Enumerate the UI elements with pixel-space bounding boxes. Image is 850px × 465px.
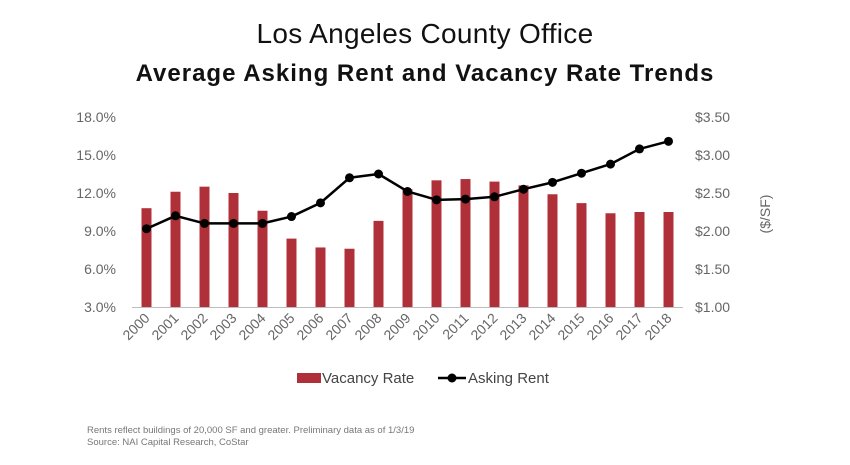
vacancy-bar-2017 [634,212,645,307]
asking-rent-point-2002 [200,218,209,228]
x-tick-label-2009: 2009 [380,310,413,343]
asking-rent-point-2018 [664,136,673,146]
vacancy-bar-2009 [402,189,413,307]
asking-rent-point-2014 [548,177,557,187]
vacancy-bar-2004 [257,210,268,307]
vacancy-bar-2008 [373,220,384,307]
right-tick-label: $1.50 [695,261,730,277]
footnote-rents: Rents reflect buildings of 20,000 SF and… [87,425,415,436]
legend-label-vacancy: Vacancy Rate [322,370,414,387]
left-tick-label: 6.0% [84,261,116,277]
chart-title: Los Angeles County Office [256,18,594,49]
asking-rent-point-2015 [577,168,586,178]
left-tick-label: 18.0% [76,109,116,125]
legend-swatch-vacancy [297,373,321,383]
bars-group [141,179,674,307]
asking-rent-point-2004 [258,218,267,228]
left-tick-label: 3.0% [84,299,116,315]
vacancy-bar-2016 [605,213,616,307]
vacancy-bar-2014 [547,194,558,307]
x-tick-label-2013: 2013 [496,310,529,343]
asking-rent-point-2001 [171,211,180,221]
x-tick-label-2004: 2004 [235,310,268,343]
left-tick-label: 12.0% [76,185,116,201]
right-tick-label: $2.50 [695,185,730,201]
left-tick-label: 15.0% [76,147,116,163]
asking-rent-point-2012 [490,192,499,202]
x-tick-label-2006: 2006 [293,310,326,343]
x-tick-label-2011: 2011 [439,310,472,343]
chart-subtitle: Average Asking Rent and Vacancy Rate Tre… [135,60,715,87]
legend-swatch-rent-dot [447,373,457,383]
x-tick-label-2015: 2015 [554,310,587,343]
asking-rent-point-2006 [316,198,325,208]
x-tick-label-2014: 2014 [525,310,558,343]
vacancy-bar-2010 [431,180,442,307]
legend: Vacancy Rate Asking Rent [297,370,550,387]
x-tick-label-2007: 2007 [322,310,355,343]
x-tick-label-2016: 2016 [583,310,616,343]
vacancy-bar-2015 [576,203,587,307]
asking-rent-point-2011 [461,194,470,204]
asking-rent-point-2016 [606,159,615,169]
x-tick-label-2003: 2003 [206,310,239,343]
vacancy-bar-2018 [663,212,674,307]
asking-rent-point-2003 [229,218,238,228]
left-tick-label: 9.0% [84,223,116,239]
vacancy-bar-2002 [199,186,210,307]
asking-rent-point-2000 [142,224,151,234]
x-tick-label-2005: 2005 [264,310,297,343]
vacancy-bar-2007 [344,248,355,307]
x-tick-label-2018: 2018 [641,310,674,343]
asking-rent-point-2008 [374,169,383,179]
vacancy-bar-2000 [141,208,152,307]
right-tick-label: $3.00 [695,147,730,163]
x-tick-label-2012: 2012 [467,310,500,343]
asking-rent-point-2009 [403,186,412,196]
x-tick-label-2010: 2010 [409,310,442,343]
asking-rent-point-2007 [345,173,354,183]
vacancy-bar-2006 [315,247,326,307]
asking-rent-point-2013 [519,184,528,194]
right-axis-label: ($/SF) [757,195,773,234]
x-tick-label-2017: 2017 [612,310,645,343]
asking-rent-point-2005 [287,212,296,222]
line-group [142,136,673,234]
right-tick-label: $1.00 [695,299,730,315]
x-tick-label-2008: 2008 [351,310,384,343]
legend-label-rent: Asking Rent [468,370,550,387]
vacancy-bar-2003 [228,193,239,307]
footnote-source: Source: NAI Capital Research, CoStar [87,437,249,448]
vacancy-bar-2011 [460,179,471,307]
vacancy-bar-2005 [286,238,297,307]
asking-rent-point-2017 [635,144,644,154]
right-tick-label: $2.00 [695,223,730,239]
x-tick-label-2001: 2001 [148,310,181,343]
x-tick-label-2002: 2002 [177,310,210,343]
x-tick-label-2000: 2000 [119,310,152,343]
asking-rent-point-2010 [432,195,441,205]
vacancy-bar-2001 [170,191,181,307]
vacancy-bar-2012 [489,181,500,307]
vacancy-bar-2013 [518,185,529,307]
right-tick-label: $3.50 [695,109,730,125]
